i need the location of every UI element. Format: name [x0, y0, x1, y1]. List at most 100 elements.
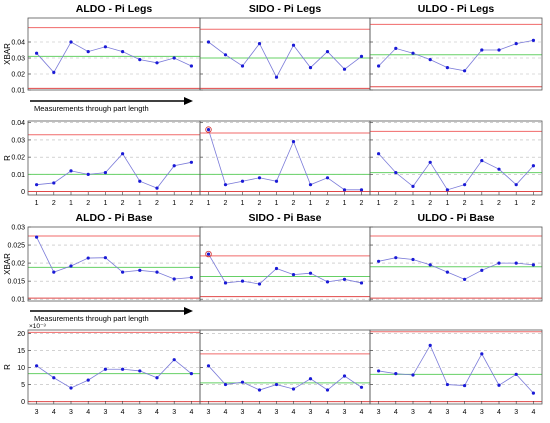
data-point: [377, 64, 381, 68]
data-point: [342, 188, 347, 192]
data-point: [497, 167, 501, 171]
data-point: [172, 164, 176, 168]
data-point: [325, 176, 330, 180]
data-point: [206, 364, 211, 368]
data-point: [411, 51, 415, 55]
x-tick-label: 2: [428, 200, 432, 207]
x-tick-label: 3: [207, 409, 211, 416]
y-tick-label: 0.015: [7, 279, 25, 286]
x-tick-label: 4: [531, 409, 535, 416]
data-point: [155, 270, 159, 274]
x-tick-label: 2: [121, 200, 125, 207]
panel-title: ULDO - Pi Base: [417, 212, 494, 224]
x-tick-label: 3: [343, 409, 347, 416]
x-tick-label: 1: [377, 200, 381, 207]
xbar-panel: [369, 17, 543, 91]
data-point: [189, 160, 193, 164]
data-point: [308, 66, 313, 70]
data-point: [359, 188, 364, 192]
data-point: [308, 183, 313, 187]
x-tick-label: 1: [275, 200, 279, 207]
data-point: [377, 369, 381, 373]
series-line: [378, 153, 534, 191]
series-line: [208, 253, 362, 285]
data-point: [155, 186, 159, 190]
y-tick-label: 10: [17, 365, 25, 372]
data-point: [411, 257, 415, 262]
data-point: [138, 268, 142, 272]
data-point: [428, 58, 432, 62]
axis-exponent-label: ×10⁻³: [29, 323, 46, 330]
x-tick-label: 2: [258, 200, 262, 207]
x-tick-label: 1: [207, 200, 211, 207]
data-point: [189, 372, 193, 376]
data-point: [189, 275, 193, 280]
data-point: [291, 140, 296, 144]
data-point: [531, 263, 536, 267]
y-tick-label: 0.04: [11, 120, 25, 127]
r-panel: [199, 120, 371, 196]
x-tick-label: 2: [52, 200, 56, 207]
data-point: [206, 40, 211, 44]
data-point: [121, 270, 125, 274]
x-tick-label: 3: [35, 409, 39, 416]
x-tick-label: 4: [224, 409, 228, 416]
x-tick-label: 1: [445, 200, 449, 207]
data-point: [531, 38, 536, 43]
panel-frame: [369, 329, 543, 405]
data-point: [291, 43, 296, 47]
data-point: [223, 53, 228, 57]
data-point: [531, 391, 536, 395]
data-point: [291, 273, 296, 277]
y-tick-label: 15: [17, 348, 25, 355]
data-point: [325, 50, 330, 54]
data-point: [377, 152, 381, 156]
data-point: [35, 364, 39, 368]
x-tick-label: 2: [394, 200, 398, 207]
x-tick-label: 1: [309, 200, 313, 207]
data-point: [52, 270, 56, 274]
panel-frame: [27, 17, 201, 91]
data-point: [86, 378, 90, 382]
x-tick-label: 1: [241, 200, 245, 207]
data-point: [103, 45, 107, 49]
data-point: [342, 277, 347, 281]
data-point: [514, 42, 518, 46]
data-point: [480, 48, 484, 52]
xbar-panel: [27, 17, 201, 91]
data-point: [240, 380, 245, 384]
data-point: [394, 171, 398, 175]
x-tick-label: 1: [411, 200, 415, 207]
x-tick-label: 4: [258, 409, 262, 416]
panel-title: SIDO - Pi Legs: [249, 3, 322, 15]
x-tick-label: 1: [514, 200, 518, 207]
data-point: [257, 282, 262, 286]
data-point: [394, 256, 398, 260]
data-point: [257, 42, 262, 46]
data-point: [138, 369, 142, 373]
data-point: [86, 50, 90, 54]
data-point: [514, 261, 518, 265]
data-point: [69, 40, 73, 44]
data-point: [325, 280, 330, 284]
data-point: [274, 382, 279, 387]
data-point: [394, 372, 398, 376]
x-tick-label: 3: [377, 409, 381, 416]
data-point: [411, 184, 415, 188]
arrow-label: Measurements through part length: [34, 104, 149, 113]
panel-title: SIDO - Pi Base: [249, 212, 322, 224]
data-point: [514, 372, 518, 376]
data-point: [445, 66, 449, 70]
data-point: [138, 179, 142, 183]
x-tick-label: 4: [292, 409, 296, 416]
x-tick-label: 4: [360, 409, 364, 416]
data-point: [52, 376, 56, 380]
data-point: [497, 383, 501, 387]
data-point: [463, 69, 467, 73]
data-point: [531, 164, 536, 168]
x-tick-label: 1: [69, 200, 73, 207]
data-point: [69, 169, 73, 173]
data-point: [342, 374, 347, 378]
y-tick-label: 0: [21, 399, 25, 406]
data-point: [155, 376, 159, 380]
